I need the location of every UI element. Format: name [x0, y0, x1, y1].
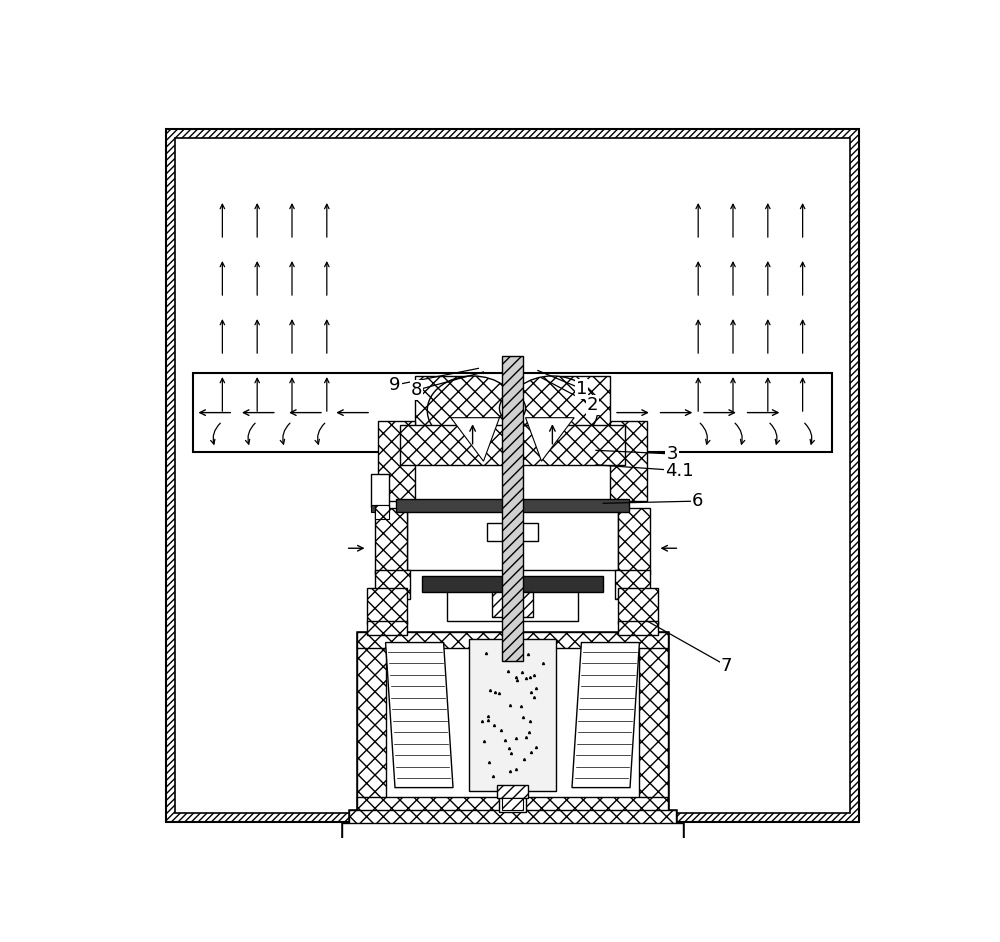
Polygon shape — [526, 417, 574, 462]
Bar — [357, 632, 386, 813]
Bar — [371, 474, 389, 507]
Bar — [375, 570, 410, 599]
Bar — [492, 592, 508, 617]
Text: 9: 9 — [389, 376, 401, 394]
Bar — [349, 810, 676, 826]
Bar — [357, 797, 668, 813]
Polygon shape — [451, 417, 499, 462]
Bar — [357, 632, 668, 813]
Bar — [407, 509, 618, 570]
Bar — [639, 632, 668, 813]
Bar — [193, 373, 832, 452]
Bar — [367, 588, 407, 625]
Bar — [342, 823, 683, 848]
Ellipse shape — [427, 376, 518, 445]
Text: 6: 6 — [692, 492, 703, 511]
Ellipse shape — [507, 376, 598, 445]
Bar — [415, 376, 467, 430]
Bar — [349, 810, 676, 826]
Bar — [375, 505, 389, 519]
Bar — [447, 588, 578, 621]
Bar — [378, 421, 415, 501]
Bar — [487, 523, 538, 541]
Text: 1: 1 — [576, 380, 587, 398]
Bar — [502, 799, 523, 810]
Bar — [618, 509, 650, 574]
Bar — [357, 632, 668, 647]
Bar — [517, 592, 533, 617]
Polygon shape — [572, 642, 639, 788]
Bar — [610, 421, 647, 501]
Bar — [499, 797, 526, 812]
Bar — [615, 570, 650, 599]
Bar — [618, 588, 658, 625]
Bar — [371, 505, 389, 512]
Bar — [338, 845, 687, 858]
Circle shape — [499, 396, 526, 421]
Bar — [375, 509, 407, 574]
Bar — [396, 499, 629, 512]
Bar — [422, 576, 603, 592]
Text: 2: 2 — [587, 396, 598, 414]
Text: 4.1: 4.1 — [665, 462, 694, 479]
Bar — [367, 621, 407, 635]
Text: 7: 7 — [721, 657, 732, 674]
Polygon shape — [386, 642, 453, 788]
Bar — [497, 786, 528, 799]
Bar — [342, 823, 683, 848]
Bar — [400, 425, 625, 464]
Bar — [469, 639, 556, 791]
Text: 3: 3 — [666, 445, 678, 463]
Bar — [618, 621, 658, 635]
Bar — [558, 376, 610, 430]
Circle shape — [505, 401, 520, 415]
Text: 8: 8 — [411, 382, 422, 399]
Bar — [502, 356, 523, 660]
